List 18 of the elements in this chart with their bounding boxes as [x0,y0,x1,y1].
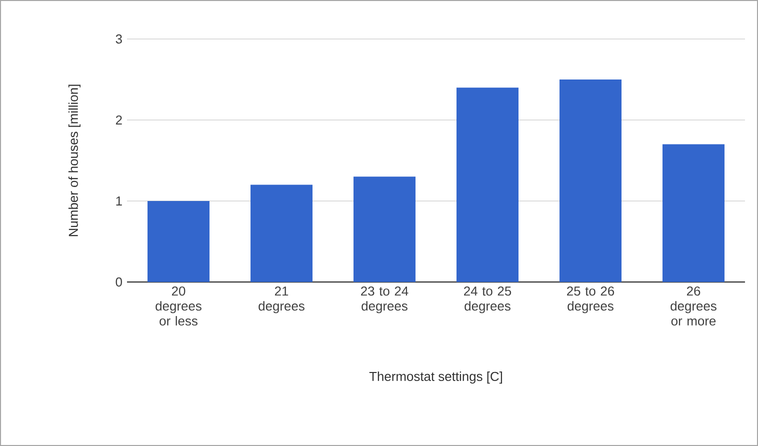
x-tick-label: 21 degrees [258,286,304,314]
y-tick-label: 2 [116,115,122,125]
bar [456,88,519,282]
x-axis-title: Thermostat settings [C] [369,371,502,384]
bar [662,144,725,282]
x-tick-label: 26 degrees or more [670,286,716,326]
y-axis-title: Number of houses [million] [68,84,81,236]
y-tick-label: 0 [116,277,122,287]
bar [148,200,210,282]
y-tick-label: 3 [116,34,122,44]
bar [250,184,313,282]
bar [354,176,416,282]
x-tick-label: 23 to 24 degrees [361,286,408,314]
bar [560,79,622,282]
x-tick-label: 20 degrees or less [156,286,202,326]
y-tick-label: 1 [116,196,122,206]
x-tick-label: 25 to 26 degrees [567,286,614,314]
x-tick-label: 24 to 25 degrees [464,286,512,314]
